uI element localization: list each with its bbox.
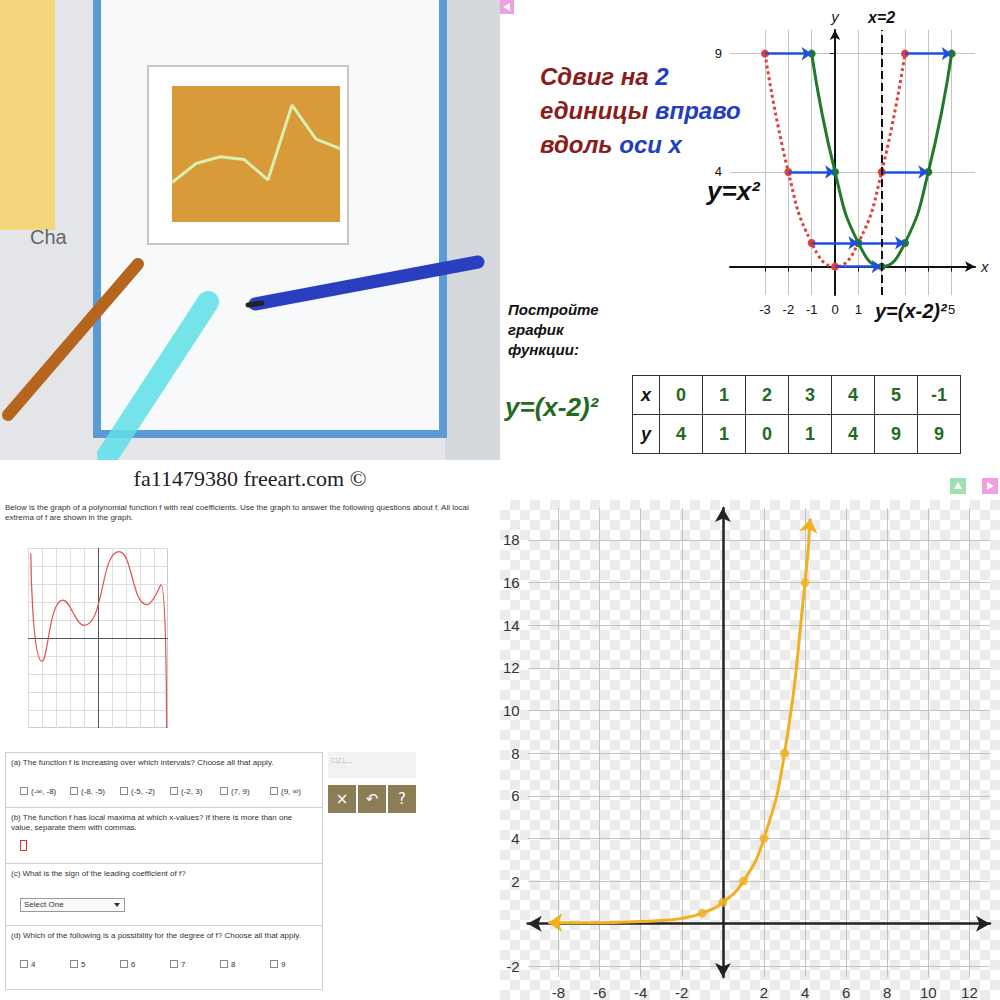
svg-text:y: y [830,8,840,25]
html-text:(9, ∞): (9, ∞) [281,787,301,796]
svg-text:-6: -6 [593,984,606,1000]
svg-text:-3: -3 [759,302,771,317]
html-text:3: 3 [805,384,815,405]
svg-text:-2: -2 [675,984,688,1000]
svg-text:-2: -2 [783,302,795,317]
svg-text:14: 14 [503,617,520,634]
html-text:(-8, -5): (-8, -5) [81,787,105,796]
html-text:5: 5 [891,384,901,405]
svg-text:10: 10 [503,702,520,719]
html-text:единицы вправо: единицы вправо [540,97,741,124]
html-text:6: 6 [131,960,136,969]
html-text:9: 9 [934,423,944,444]
svg-text:4: 4 [714,164,722,180]
html-text:7: 7 [181,960,186,969]
svg-text:9: 9 [715,46,722,61]
html-text:(b) The function f has local m: (b) The function f has local maxima at w… [11,813,293,832]
html-text:(d) Which of the following is: (d) Which of the following is a possibil… [11,931,301,940]
svg-text:-8: -8 [552,984,565,1000]
svg-text:12: 12 [961,984,978,1000]
svg-text:x=2: x=2 [867,9,895,26]
html-text:график: график [508,321,564,338]
svg-text:8: 8 [883,984,891,1000]
html-text:Cha: Cha [30,226,67,248]
html-text:y=(x-2)²: y=(x-2)² [505,392,599,422]
svg-text:1: 1 [855,302,862,317]
html-text:4: 4 [676,423,686,444]
svg-text:0: 0 [831,302,838,317]
svg-text:6: 6 [511,787,519,804]
html-text:x: x [641,384,651,405]
html-text:9: 9 [281,960,286,969]
svg-text:12: 12 [503,659,520,676]
svg-text:6: 6 [842,984,850,1000]
html-text:8: 8 [231,960,236,969]
svg-text:2: 2 [760,984,768,1000]
html-text:0: 0 [676,384,686,405]
svg-text:4: 4 [801,984,809,1000]
html-text:2: 2 [762,384,772,405]
svg-text:18: 18 [503,531,520,548]
html-text:Select One: Select One [24,900,64,909]
html-text:вдоль оси x: вдоль оси x [540,131,682,158]
html-text:(-2, 3): (-2, 3) [181,787,203,796]
html-text:(a) The function f is increasi: (a) The function f is increasing over wh… [11,758,274,767]
svg-text:16: 16 [503,574,520,591]
svg-text:-4: -4 [634,984,647,1000]
html-text:Сдвиг на 2: Сдвиг на 2 [540,63,669,90]
html-text:9: 9 [891,423,901,444]
html-text:(-5, -2): (-5, -2) [131,787,155,796]
svg-text:-2: -2 [506,958,519,975]
html-text:4: 4 [31,960,36,969]
html-text:y=x²: y=x² [707,176,760,206]
html-text:y: y [641,423,651,444]
html-text:1: 1 [719,384,729,405]
html-text:Постройте: Постройте [508,301,599,318]
html-text:y=(x-2)²: y=(x-2)² [875,300,947,322]
html-text:4: 4 [848,384,858,405]
svg-text:x: x [980,258,989,275]
html-text:функции:: функции: [508,341,579,358]
svg-text:2: 2 [511,873,519,890]
html-text:1: 1 [719,423,729,444]
html-text:5: 5 [81,960,86,969]
html-text:(7, 9): (7, 9) [231,787,250,796]
svg-text:-1: -1 [806,302,818,317]
html-text:fa11479380 freeart.com ©: fa11479380 freeart.com © [133,466,367,491]
svg-text:10: 10 [920,984,937,1000]
html-text:(c) What is the sign of the le: (c) What is the sign of the leading coef… [11,869,186,878]
html-text:0: 0 [762,423,772,444]
svg-text:4: 4 [511,830,519,847]
html-text:(-∞, -8): (-∞, -8) [31,787,57,796]
svg-text:5: 5 [948,302,955,317]
html-text:-1: -1 [931,384,947,405]
svg-text:8: 8 [511,745,519,762]
html-text:Below is the graph of a polyno: Below is the graph of a polynomial funct… [5,503,469,522]
html-text:4: 4 [848,423,858,444]
html-text:1: 1 [805,423,815,444]
